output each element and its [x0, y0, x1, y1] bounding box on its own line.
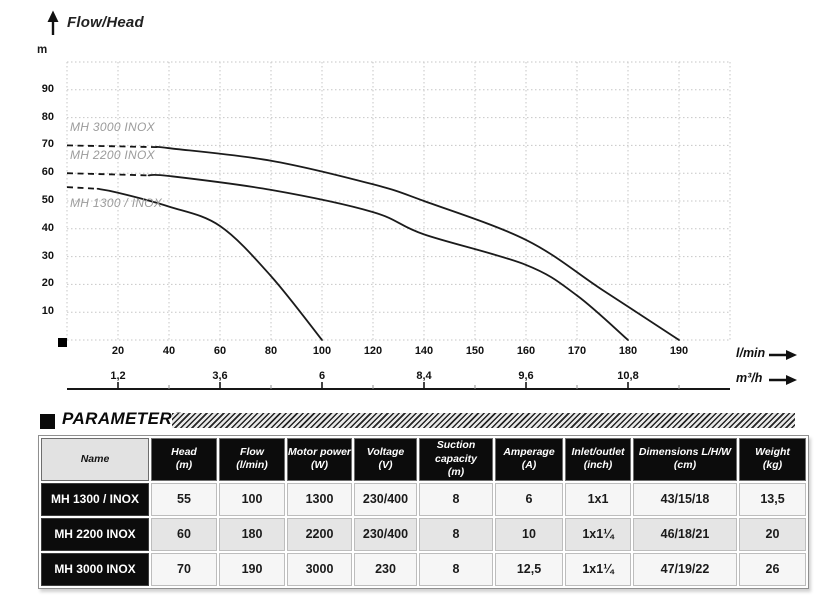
value-cell: 47/19/22 [633, 552, 737, 586]
m3h-tick-label: 10,8 [617, 370, 639, 382]
curve-dashed-start [66, 186, 98, 190]
x-tick-label: 190 [669, 345, 689, 357]
x-tick-label: 20 [111, 345, 125, 357]
curve-label: MH 1300 / INOX [70, 196, 163, 211]
x-tick-label: 80 [264, 345, 278, 357]
hatch-decoration [172, 413, 795, 428]
curve-label: MH 2200 INOX [70, 148, 155, 163]
value-cell: 1x1¼ [565, 517, 631, 551]
up-arrow-icon [47, 10, 59, 35]
pump-curve [147, 173, 629, 341]
column-header: Head (m) [151, 438, 217, 481]
table-row: MH 3000 INOX 70 190 3000 230 8 12,5 1x1¼ 47/19/2… [41, 552, 806, 586]
origin-marker [58, 338, 67, 347]
y-tick-label: 50 [41, 194, 54, 206]
row-name-cell: MH 3000 INOX [41, 552, 149, 586]
curve-dashed-start [66, 144, 157, 148]
column-header: Motor power (W) [287, 438, 352, 481]
curve-dashed-start [66, 172, 149, 177]
m3h-tick-label: 8,4 [416, 370, 432, 382]
m3h-tick-label: 6 [318, 370, 326, 382]
y-tick-label: 20 [41, 277, 54, 290]
x-tick-label: 40 [162, 345, 176, 357]
column-header: Amperage (A) [495, 438, 563, 481]
curve-label: MH 3000 INOX [70, 120, 155, 135]
value-cell: 2200 [287, 517, 352, 551]
plot-canvas [58, 61, 731, 390]
row-name-cell: MH 1300 / INOX [41, 482, 149, 516]
value-cell: 46/18/21 [633, 517, 737, 551]
parameters-section: PARAMETERS Name Head (m) Flow (l/min) Motor p… [38, 408, 809, 589]
row-name-cell: MH 2200 INOX [41, 517, 149, 551]
column-header: Name [41, 438, 149, 481]
value-cell: 12,5 [495, 552, 563, 586]
y-tick-label: 90 [41, 82, 54, 95]
x-tick-label: 150 [465, 345, 485, 357]
value-cell: 6 [495, 482, 563, 516]
chart-title: Flow/Head [67, 14, 144, 31]
value-cell: 70 [151, 552, 217, 586]
value-cell: 55 [151, 482, 217, 516]
value-cell: 3000 [287, 552, 352, 586]
column-header: Voltage (V) [354, 438, 417, 481]
value-cell: 1x1¼ [565, 552, 631, 586]
y-tick-label: 10 [41, 305, 54, 318]
value-cell: 8 [419, 552, 493, 586]
value-cell: 190 [219, 552, 285, 586]
x-tick-label: 120 [363, 345, 383, 357]
parameters-bullet [40, 414, 55, 429]
table-row: MH 1300 / INOX 55 100 1300 230/400 8 6 1x1 43/15… [41, 482, 806, 516]
column-header: Dimensions L/H/W (cm) [633, 438, 737, 481]
parameters-header: PARAMETERS [38, 408, 795, 433]
value-cell: 43/15/18 [633, 482, 737, 516]
column-header: Flow (l/min) [219, 438, 285, 481]
x-tick-label: 60 [213, 345, 227, 357]
value-cell: 1x1 [565, 482, 631, 516]
y-axis-unit: m [37, 44, 48, 56]
x-tick-label: 180 [618, 345, 638, 357]
m3h-tick-label: 3,6 [212, 370, 228, 382]
parameters-table: Name Head (m) Flow (l/min) Motor power (W) Volt… [38, 435, 809, 589]
value-cell: 13,5 [739, 482, 806, 516]
value-cell: 8 [419, 517, 493, 551]
value-cell: 180 [219, 517, 285, 551]
value-cell: 10 [495, 517, 563, 551]
right-arrow-icon [769, 350, 797, 360]
value-cell: 20 [739, 517, 806, 551]
x-axis-unit-m3h: m³/h [736, 371, 763, 385]
value-cell: 26 [739, 552, 806, 586]
value-cell: 230 [354, 552, 417, 586]
column-header: Suction capacity (m) [419, 438, 493, 481]
table-row: MH 2200 INOX 60 180 2200 230/400 8 10 1x1¼ 46/18… [41, 517, 806, 551]
value-cell: 230/400 [354, 482, 417, 516]
x-tick-label: 160 [516, 345, 536, 357]
y-tick-label: 80 [41, 110, 54, 123]
x-tick-label: 100 [312, 345, 332, 357]
value-cell: 1300 [287, 482, 352, 516]
value-cell: 230/400 [354, 517, 417, 551]
y-tick-label: 60 [41, 166, 54, 179]
value-cell: 100 [219, 482, 285, 516]
column-header: Weight (kg) [739, 438, 806, 481]
m3h-tick-label: 1,2 [110, 370, 126, 382]
pump-curves-chart: Flow/Head m l/min m³/h 10 20 30 40 50 60 70 80 9… [37, 10, 797, 390]
column-header: Inlet/outlet (inch) [565, 438, 631, 481]
parameters-title: PARAMETERS [62, 409, 184, 428]
x-axis-unit-lmin: l/min [736, 346, 766, 360]
y-tick-label: 30 [41, 249, 54, 262]
right-arrow-icon [769, 375, 797, 385]
y-tick-label: 70 [41, 138, 54, 151]
value-cell: 8 [419, 482, 493, 516]
value-cell: 60 [151, 517, 217, 551]
x-tick-label: 170 [567, 345, 587, 357]
x-tick-label: 140 [414, 345, 434, 357]
y-tick-label: 40 [41, 221, 54, 234]
pump-curve [96, 187, 323, 341]
m3h-tick-label: 9,6 [518, 370, 534, 382]
pump-curve [155, 145, 680, 341]
